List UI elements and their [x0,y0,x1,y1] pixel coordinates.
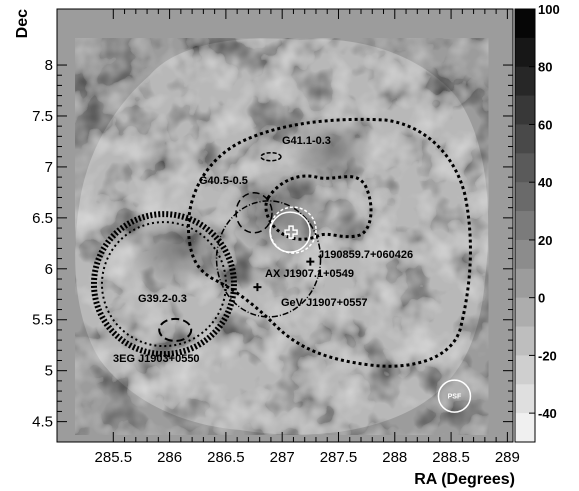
colorbar-band [515,66,535,97]
region-label: G39.2-0.3 [138,293,187,305]
colorbar-tick-label: 80 [538,60,552,75]
x-axis-label: RA (Degrees) [414,471,515,488]
g40-ellipse [235,192,273,234]
region-label: G41.1-0.3 [282,135,331,147]
psf-label: PSF [448,394,462,401]
j1908-marker [306,257,315,266]
y-tick-label: 5.5 [32,312,53,329]
colorbar-band [515,182,535,212]
colorbar-band [515,95,535,125]
large-dotted-contour [187,117,472,368]
x-axis: 285.5 286 286.5 287 287.5 288 288.5 289 [95,9,520,466]
colorbar-tick-label: 0 [538,291,545,306]
gev-ellipse [215,200,322,318]
colorbar-tick-label: 60 [538,117,552,132]
x-tick-label: 288 [382,449,407,466]
psf-circle [437,379,472,413]
colorbar-band [515,124,535,154]
colorbar-frame [514,8,536,443]
x-tick-label: 286 [157,449,182,466]
white-cross-marker [284,225,298,239]
colorbar-tick-label: 40 [538,175,552,190]
y-axis: 4.5 5 5.5 6 6.5 7 7.5 8 [32,57,513,431]
3eg-inner-circle [100,221,227,348]
g41-ellipse [260,151,282,162]
colorbar-tick-label: 100 [538,2,560,17]
y-tick-label: 7 [45,159,53,176]
x-tick-label: 289 [495,449,520,466]
colorbar-band [515,268,535,299]
ax-marker [253,283,262,292]
region-label: 3EG J1903+0550 [113,353,200,365]
x-tick-label: 287.5 [320,449,358,466]
colorbar-band [515,384,535,414]
y-tick-label: 8 [45,57,53,74]
x-tick-label: 285.5 [95,449,133,466]
region-label: GeV J1907+0557 [281,297,368,309]
colorbar-band [515,355,535,385]
y-tick-label: 5 [45,363,53,380]
region-label: J190859.7+060426 [318,249,413,261]
g39-ellipse [158,317,193,342]
colorbar-band [515,326,535,356]
colorbar-band [515,153,535,183]
colorbar: 100 80 60 40 20 0 -20 -40 [514,2,560,443]
colorbar-band [515,211,535,241]
y-tick-label: 7.5 [32,108,53,125]
colorbar-tick-label: -20 [538,348,557,363]
x-tick-label: 288.5 [432,449,470,466]
3eg-circle [90,211,237,358]
x-tick-label: 286.5 [207,449,245,466]
colorbar-tick-label: -40 [538,406,557,421]
y-tick-label: 6 [45,261,53,278]
y-tick-label: 6.5 [32,210,53,227]
overlays: PSF [90,117,472,413]
colorbar-band [515,9,535,39]
colorbar-band [515,413,535,443]
colorbar-band [515,37,535,68]
white-dashed-circle [269,206,317,254]
colorbar-band [515,297,535,328]
x-tick-label: 287 [270,449,295,466]
colorbar-tick-label: 20 [538,233,552,248]
small-dotted-contour [264,174,373,241]
region-label: AX J1907.1+0549 [265,268,354,280]
region-label: G40.5-0.5 [199,175,248,187]
white-solid-circle [269,211,311,253]
y-tick-label: 4.5 [32,414,53,431]
y-axis-label: Dec [14,9,31,38]
significance-map [75,38,489,435]
colorbar-band [515,239,535,270]
